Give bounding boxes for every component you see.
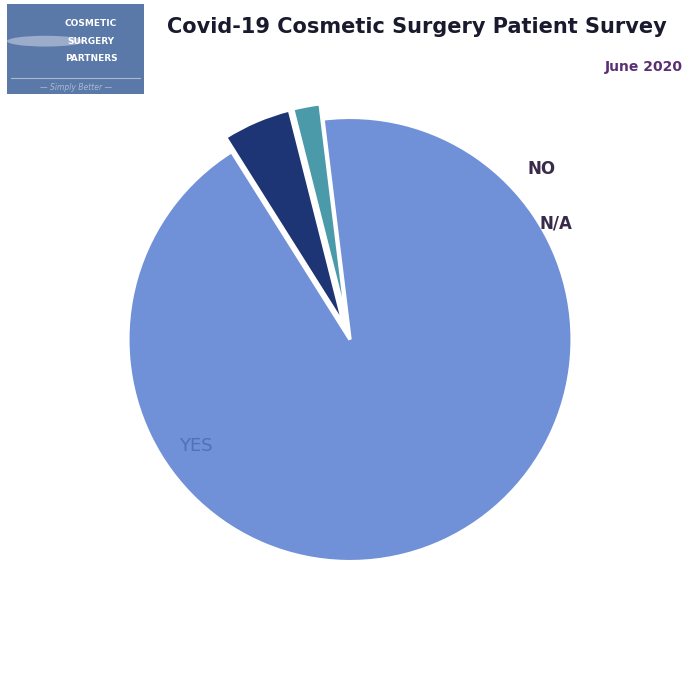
Text: NO: NO (528, 160, 556, 178)
Text: June 2020: June 2020 (605, 60, 683, 74)
Text: YES: YES (178, 437, 212, 455)
Wedge shape (128, 118, 572, 561)
Text: COSMETIC: COSMETIC (65, 19, 117, 28)
Wedge shape (293, 104, 347, 324)
Text: 93% felt able to consider elective surgery
before a reliable vaccine available: 93% felt able to consider elective surge… (28, 615, 535, 662)
Text: PARTNERS: PARTNERS (64, 55, 118, 63)
Text: SURGERY: SURGERY (67, 36, 115, 46)
Bar (7, 4, 143, 94)
Text: — Simply Better —: — Simply Better — (39, 83, 112, 92)
Circle shape (7, 36, 84, 46)
Wedge shape (225, 110, 344, 326)
Text: Covid-19 Cosmetic Surgery Patient Survey: Covid-19 Cosmetic Surgery Patient Survey (167, 18, 666, 37)
Text: N/A: N/A (539, 215, 572, 232)
